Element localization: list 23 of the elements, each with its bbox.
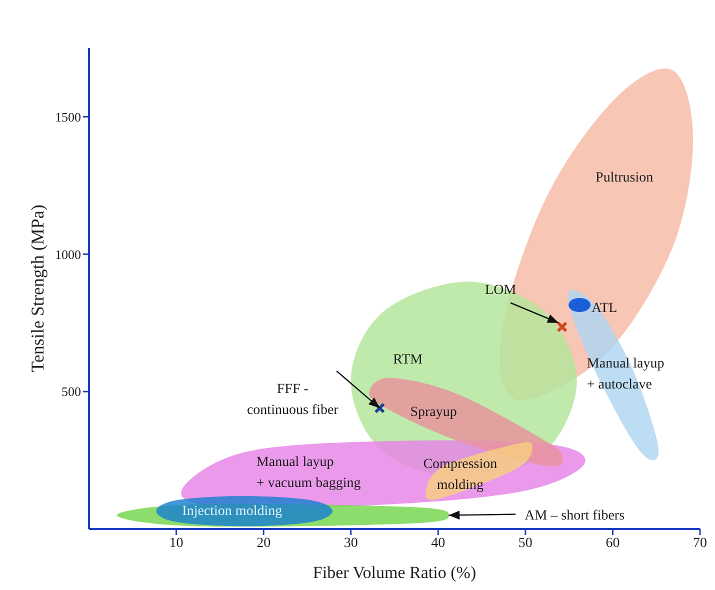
- annotation: LOM: [485, 282, 517, 298]
- series-label: RTM: [393, 352, 424, 367]
- x-tick-label: 40: [431, 536, 446, 551]
- series-label: Injection molding: [182, 504, 282, 519]
- y-axis-title: Tensile Strength (MPa): [27, 204, 48, 372]
- x-tick-label: 30: [344, 536, 358, 551]
- y-tick-label: 500: [62, 384, 81, 400]
- x-tick-label: 60: [606, 536, 620, 551]
- x-tick-label: 70: [693, 536, 707, 551]
- series-label: Manual layup + autoclave: [586, 356, 664, 392]
- series-label: Manual layup + vacuum bagging: [256, 454, 361, 491]
- series-label: Compression molding: [423, 456, 498, 492]
- y-tick-label: 1000: [55, 246, 81, 262]
- x-tick-label: 50: [518, 536, 532, 551]
- series-label: Sprayup: [410, 404, 457, 420]
- y-tick-label: 1500: [55, 109, 81, 124]
- x-tick-label: 20: [256, 536, 271, 551]
- series-label: Pultrusion: [596, 170, 654, 185]
- annotation: FFF - continuous fiber: [246, 382, 339, 418]
- annotation: AM – short fibers: [524, 508, 625, 523]
- annotation: ATL: [592, 300, 618, 316]
- x-axis-title: Fiber Volume Ratio (%): [312, 563, 476, 582]
- x-tick-label: 10: [169, 536, 184, 551]
